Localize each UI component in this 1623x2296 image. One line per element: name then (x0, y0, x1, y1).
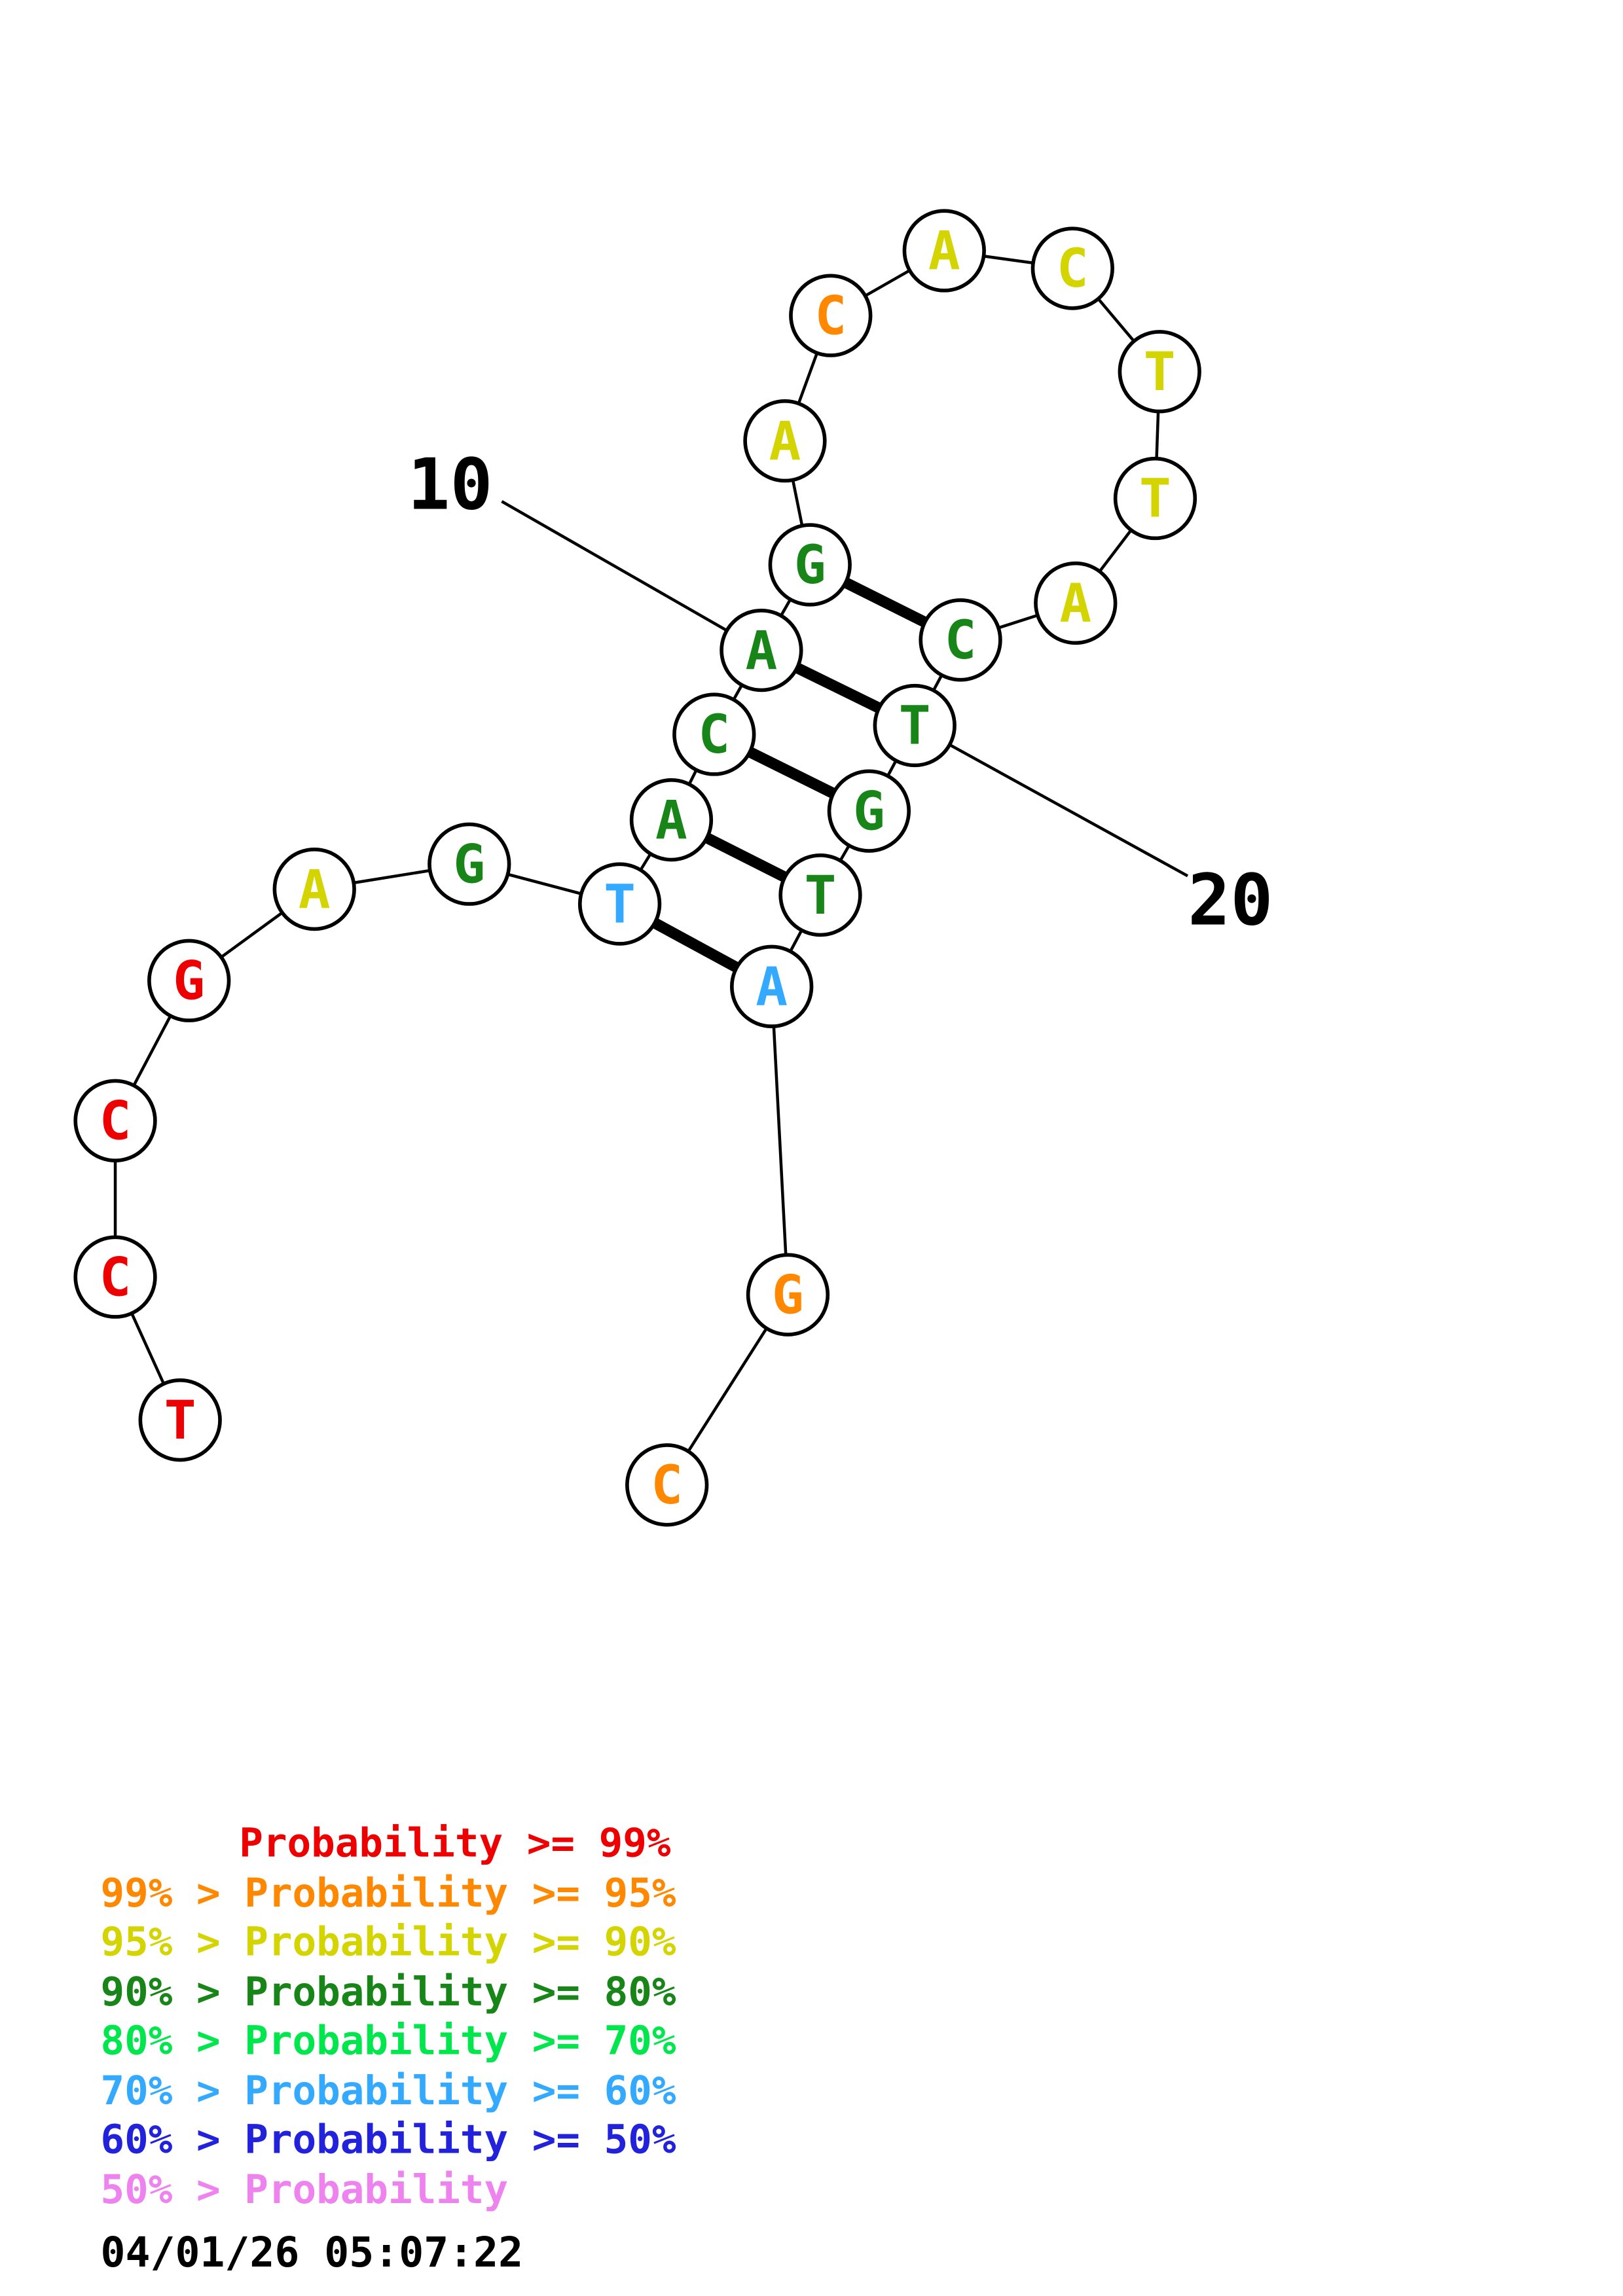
nucleotide-13-C: C (789, 274, 873, 357)
backbone-bond-23-24 (770, 986, 790, 1295)
nucleotide-circle (625, 1443, 709, 1527)
nucleotide-circle (577, 862, 662, 946)
nucleotide-base-letter: C (698, 704, 730, 766)
nucleotide-base-letter: A (928, 221, 960, 282)
nucleotide-base-letter: T (805, 865, 837, 927)
timestamp: 04/01/26 05:07:22 (101, 2228, 524, 2276)
nucleotide-circle (778, 853, 862, 937)
nucleotide-23-A: A (730, 944, 814, 1028)
nucleotide-circle (902, 209, 986, 293)
legend-row-3: 95% > Probability >= 90% (101, 1920, 676, 1965)
label-leader-layer (501, 500, 1189, 878)
nucleotide-circle (629, 778, 714, 862)
nucleotide-circle (73, 1079, 157, 1162)
nucleotide-1-T: T (138, 1378, 222, 1462)
nucleotide-base-letter: G (794, 535, 826, 596)
position-label-10: 10 (407, 443, 492, 526)
nucleotide-base-letter: C (814, 285, 847, 347)
nucleotide-base-letter: C (1057, 238, 1089, 300)
nucleotide-15-C: C (1030, 226, 1114, 310)
nucleotide-3-C: C (73, 1079, 157, 1162)
nucleotide-circle (827, 769, 911, 853)
nucleotide-circle (147, 939, 231, 1022)
nucleotide-8-A: A (629, 778, 714, 862)
nucleotide-circle (746, 1253, 830, 1336)
legend-row-7: 60% > Probability >= 50% (101, 2117, 676, 2162)
nucleotide-circle (1113, 456, 1197, 541)
nucleotide-base-letter: G (173, 950, 205, 1012)
legend-row-4: 90% > Probability >= 80% (101, 1969, 676, 2015)
position-label-20: 20 (1188, 859, 1273, 942)
nucleotide-25-C: C (625, 1443, 709, 1527)
legend-row-5: 80% > Probability >= 70% (101, 2018, 676, 2064)
legend-row-2: 99% > Probability >= 95% (101, 1871, 676, 1916)
nucleotide-base-letter: A (756, 956, 788, 1018)
nucleotide-circle (730, 944, 814, 1028)
nucleotide-7-T: T (577, 862, 662, 946)
nucleotide-base-letter: C (651, 1455, 683, 1516)
nucleotide-base-letter: C (945, 610, 977, 672)
nucleotide-circle (789, 274, 873, 357)
nucleotide-base-letter: C (100, 1090, 132, 1152)
nucleotide-circle (919, 598, 1002, 682)
nucleotide-17-T: T (1113, 456, 1197, 541)
nucleotide-base-letter: G (853, 781, 885, 842)
legend-row-1: Probability >= 99% (239, 1821, 671, 1867)
nucleotide-14-A: A (902, 209, 986, 293)
nucleotide-circle (720, 608, 803, 692)
nucleotide-16-T: T (1118, 330, 1201, 414)
nucleotide-20-T: T (873, 683, 957, 768)
legend-row-8: 50% > Probability (101, 2167, 509, 2213)
nucleotide-base-letter: T (164, 1390, 196, 1452)
nucleotide-2-C: C (73, 1235, 157, 1319)
nucleotide-base-letter: C (100, 1247, 132, 1308)
nucleotide-4-G: G (147, 939, 231, 1022)
nucleotide-base-letter: G (772, 1265, 804, 1326)
nucleotide-base-letter: G (453, 834, 485, 895)
nucleotide-22-T: T (778, 853, 862, 937)
nucleotide-circle (1118, 330, 1201, 414)
label-leader-line-10 (501, 500, 763, 652)
nucleotide-base-letter: A (299, 859, 331, 921)
nucleotide-circle (73, 1235, 157, 1319)
nucleotide-base-letter: T (1144, 342, 1176, 403)
nucleotide-base-letter: A (655, 790, 687, 852)
nucleotide-circle (428, 822, 511, 906)
nucleotide-12-A: A (743, 399, 827, 483)
nucleotide-21-G: G (827, 769, 911, 853)
nucleotide-6-G: G (428, 822, 511, 906)
nucleotide-24-G: G (746, 1253, 830, 1336)
nucleotide-base-letter: A (745, 620, 777, 682)
legend-row-6: 70% > Probability >= 60% (101, 2068, 676, 2114)
nucleotide-5-A: A (272, 847, 356, 931)
nucleotide-circle (743, 399, 827, 483)
nucleotide-circle (768, 523, 852, 607)
nucleotide-circle (138, 1378, 222, 1462)
nucleotide-circle (873, 683, 957, 768)
nucleotide-circle (672, 692, 756, 776)
nucleotide-19-C: C (919, 598, 1002, 682)
nucleotide-circle (272, 847, 356, 931)
nucleotide-base-letter: T (604, 874, 636, 935)
nucleotide-18-A: A (1034, 561, 1118, 645)
nucleotide-base-letter: A (1059, 573, 1091, 635)
position-label-layer: 10 20 (407, 443, 1273, 941)
probability-legend: Probability >= 99%99% > Probability >= 9… (101, 1821, 676, 2213)
nucleotide-10-A: A (720, 608, 803, 692)
nucleotide-base-letter: T (899, 696, 931, 757)
nucleotide-base-letter: T (1139, 469, 1171, 530)
nucleotide-11-G: G (768, 523, 852, 607)
nucleotide-circle (1034, 561, 1118, 645)
nucleotide-base-letter: A (769, 411, 801, 473)
label-leader-line-20 (914, 724, 1189, 878)
nucleotide-9-C: C (672, 692, 756, 776)
nucleotide-circle (1030, 226, 1114, 310)
